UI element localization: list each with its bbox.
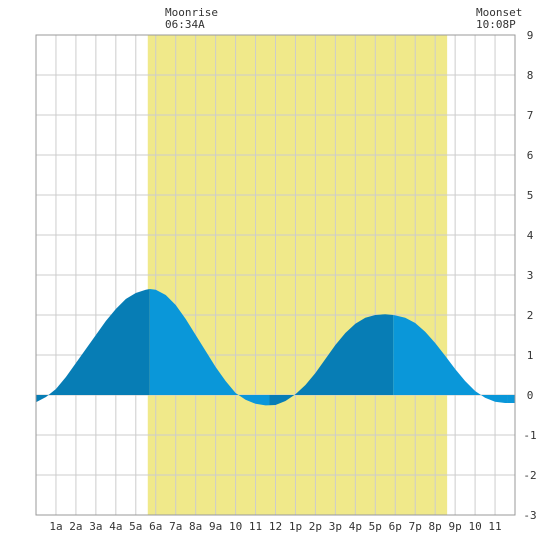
x-tick-label: 4a <box>109 520 122 533</box>
x-tick-label: 6a <box>149 520 162 533</box>
y-tick-label: 7 <box>527 109 534 122</box>
y-tick-label: 9 <box>527 29 534 42</box>
x-tick-label: 5a <box>129 520 142 533</box>
moonset-time: 10:08P <box>476 18 516 31</box>
y-tick-label: 1 <box>527 349 534 362</box>
x-tick-label: 7a <box>169 520 182 533</box>
x-tick-label: 11 <box>488 520 501 533</box>
y-tick-labels: -3 -2 -1 0 1 2 3 4 5 6 7 8 9 <box>523 29 536 522</box>
tide-area-falling <box>149 289 270 406</box>
x-tick-label: 3p <box>329 520 342 533</box>
x-tick-label: 2a <box>69 520 82 533</box>
plot-frame-layer <box>35 34 516 516</box>
x-tick-label: 1a <box>49 520 62 533</box>
y-tick-label: -3 <box>523 509 536 522</box>
x-tick-label: 9p <box>449 520 462 533</box>
x-tick-label: 3a <box>89 520 102 533</box>
moonset-label: Moonset <box>476 6 522 19</box>
y-tick-label: 6 <box>527 149 534 162</box>
x-tick-labels: 1a 2a 3a 4a 5a 6a 7a 8a 9a 10 11 12 1p 2p 3p 4p 5p 6p 7p 8p… <box>49 520 501 533</box>
x-tick-label: 11 <box>249 520 262 533</box>
tide-area-falling <box>393 315 508 403</box>
x-tick-label: 9a <box>209 520 222 533</box>
y-tick-label: -2 <box>523 469 536 482</box>
x-tick-label: 10 <box>229 520 242 533</box>
y-tick-label: 3 <box>527 269 534 282</box>
x-tick-label: 2p <box>309 520 322 533</box>
plot-frame <box>35 34 516 516</box>
y-tick-label: -1 <box>523 429 536 442</box>
x-tick-label: 8a <box>189 520 202 533</box>
y-tick-label: 0 <box>527 389 534 402</box>
x-tick-label: 12 <box>269 520 282 533</box>
tide-area-rising <box>36 289 150 403</box>
x-tick-label: 4p <box>349 520 362 533</box>
x-tick-label: 1p <box>289 520 302 533</box>
moonrise-time: 06:34A <box>165 18 205 31</box>
x-tick-label: 7p <box>409 520 422 533</box>
y-tick-label: 2 <box>527 309 534 322</box>
x-tick-label: 6p <box>389 520 402 533</box>
tide-area-layer <box>36 289 515 406</box>
x-tick-label: 8p <box>429 520 442 533</box>
moonrise-label: Moonrise <box>165 6 218 19</box>
x-tick-label: 10 <box>468 520 481 533</box>
y-tick-label: 8 <box>527 69 534 82</box>
tide-area-falling <box>507 395 515 403</box>
tide-area-rising <box>269 314 394 406</box>
y-tick-label: 4 <box>527 229 534 242</box>
y-tick-label: 5 <box>527 189 534 202</box>
x-tick-label: 5p <box>369 520 382 533</box>
